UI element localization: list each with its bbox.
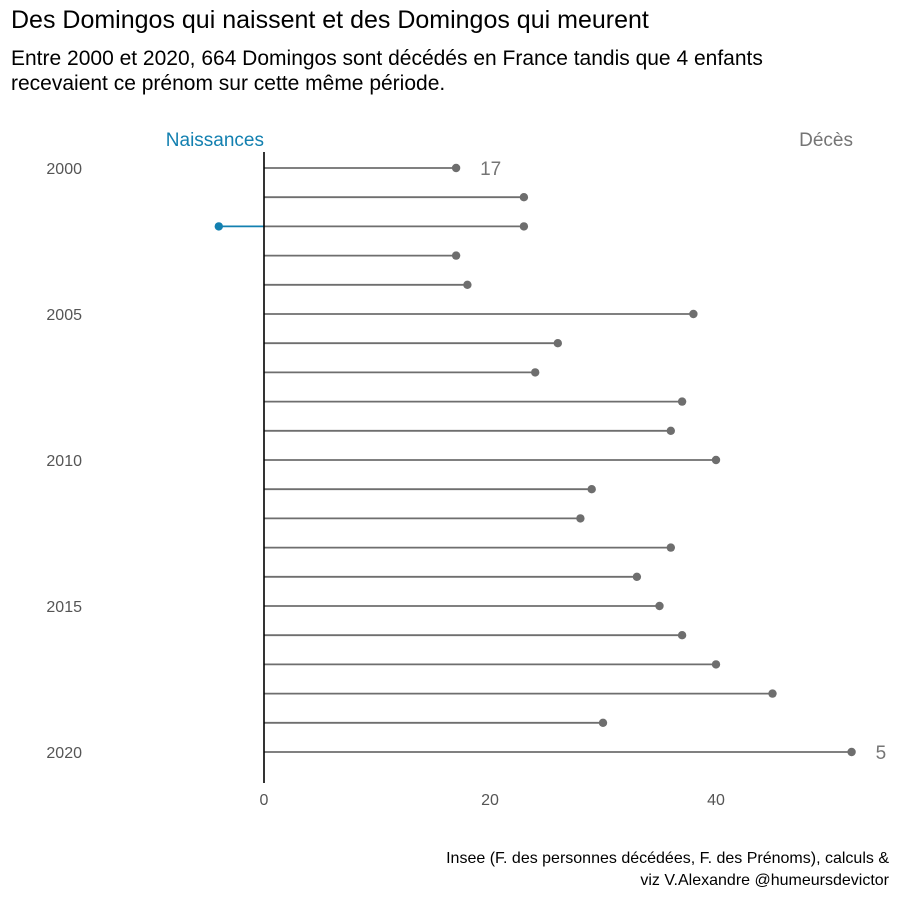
deces-point — [463, 280, 472, 289]
deces-point — [451, 163, 461, 173]
deces-point — [553, 339, 562, 348]
deces-point — [655, 601, 664, 611]
deces-point — [531, 368, 540, 377]
naissances-header-label: Naissances — [166, 130, 264, 151]
deces-point — [666, 426, 675, 435]
y-tick-label: 2015 — [46, 599, 82, 616]
source-caption: Insee (F. des personnes décédées, F. des… — [446, 848, 889, 892]
annotation-label: 17 — [480, 159, 501, 180]
x-tick-label: 20 — [481, 792, 499, 809]
y-tick-label: 2000 — [46, 161, 82, 178]
deces-point — [768, 689, 777, 698]
y-tick-label: 2020 — [46, 745, 82, 762]
deces-point — [587, 485, 596, 494]
caption-line: Insee (F. des personnes décédées, F. des… — [446, 850, 889, 867]
deces-point — [847, 747, 856, 757]
naissances-point — [214, 222, 223, 231]
y-tick-label: 2005 — [46, 307, 82, 324]
deces-point — [711, 455, 721, 465]
deces-point — [632, 572, 642, 581]
deces-point — [666, 543, 675, 552]
deces-point — [677, 631, 687, 640]
chart-title: Des Domingos qui naissent et des Domingo… — [11, 6, 649, 34]
deces-point — [598, 718, 608, 727]
deces-point — [519, 222, 529, 231]
deces-header-label: Décès — [799, 130, 853, 151]
deces-point — [711, 660, 721, 669]
y-tick-label: 2010 — [46, 453, 82, 470]
deces-point — [689, 309, 698, 319]
chart-subtitle: Entre 2000 et 2020, 664 Domingos sont dé… — [11, 47, 763, 95]
deces-point — [576, 514, 585, 523]
x-tick-label: 40 — [707, 792, 725, 809]
deces-point — [677, 397, 687, 406]
x-tick-label: 0 — [260, 792, 269, 809]
deces-point — [519, 193, 529, 202]
caption-line: viz V.Alexandre @humeursdevictor — [640, 872, 889, 889]
annotation-label: 5 — [876, 743, 887, 764]
deces-point — [451, 251, 461, 260]
